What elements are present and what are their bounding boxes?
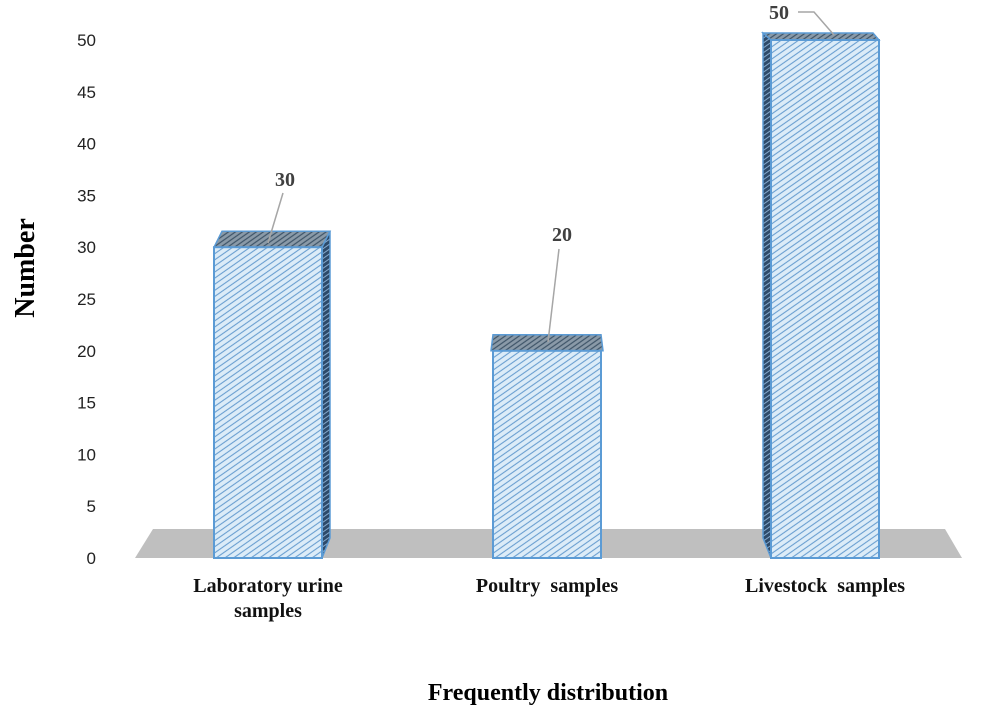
bar xyxy=(212,230,332,559)
category-label-line: Livestock samples xyxy=(745,575,905,597)
bar-front xyxy=(213,246,323,559)
leader-line xyxy=(267,192,284,244)
data-label-leaders xyxy=(267,11,835,343)
bars xyxy=(212,31,881,559)
category-label: Livestock samples xyxy=(745,575,905,597)
y-tick-label: 5 xyxy=(87,497,96,516)
bar-front xyxy=(492,349,602,559)
category-label: Laboratory urine samples xyxy=(193,575,343,622)
bar-top xyxy=(490,334,604,352)
bar-side xyxy=(321,230,331,559)
y-tick-label: 35 xyxy=(77,186,96,205)
y-tick-label: 0 xyxy=(87,549,96,568)
data-label: 30 xyxy=(275,169,295,191)
y-tick-label: 15 xyxy=(77,394,96,413)
category-labels: Laboratory urine samples Poultry samples Li… xyxy=(193,575,905,622)
bar-front xyxy=(770,39,880,559)
data-label: 20 xyxy=(552,224,572,246)
data-labels: 30 20 50 xyxy=(275,2,789,246)
category-label-line: samples xyxy=(234,600,302,622)
y-tick-label: 30 xyxy=(77,238,96,257)
y-tick-label: 10 xyxy=(77,445,96,464)
leader-line xyxy=(798,11,835,36)
data-label: 50 xyxy=(769,2,789,24)
y-tick-label: 50 xyxy=(77,31,96,50)
category-label-line: Laboratory urine xyxy=(193,575,343,597)
bar xyxy=(761,31,881,559)
y-axis-title: Number xyxy=(10,218,41,318)
y-axis-ticks: 0 5 10 15 20 25 30 35 40 45 50 xyxy=(77,31,96,568)
bar xyxy=(490,334,604,559)
leader-line xyxy=(547,248,560,343)
y-tick-label: 40 xyxy=(77,135,96,154)
y-tick-label: 20 xyxy=(77,342,96,361)
bar-top xyxy=(761,32,881,41)
y-tick-label: 45 xyxy=(77,83,96,102)
category-label: Poultry samples xyxy=(476,575,618,597)
category-label-line: Poultry samples xyxy=(476,575,618,597)
x-axis-title: Frequently distribution xyxy=(428,680,668,706)
bar-side xyxy=(762,31,772,559)
y-tick-label: 25 xyxy=(77,290,96,309)
bar-top xyxy=(212,230,332,248)
